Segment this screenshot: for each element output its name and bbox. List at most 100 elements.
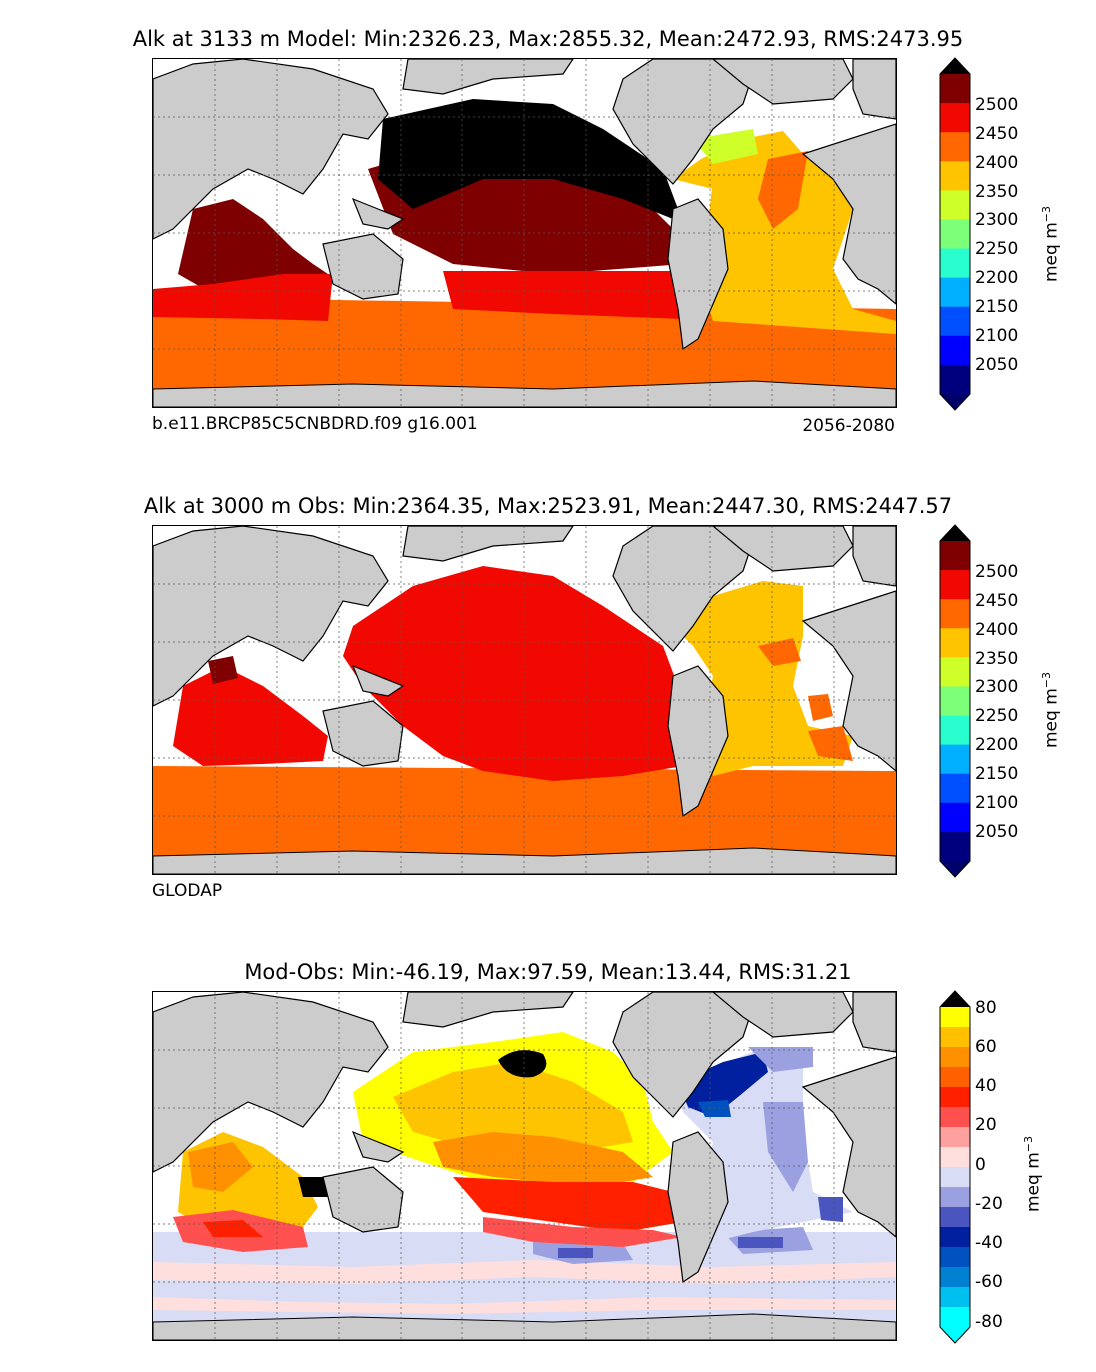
model-title: Alk at 3133 m Model: Min:2326.23, Max:28… [132,27,964,51]
colorbar-outline [939,524,971,878]
model-case-label: b.e11.BRCP85C5CNBDRD.f09 g16.001 [152,414,478,434]
diff-north-atlantic-rim [748,1047,813,1072]
colorbar-under-triangle [940,1327,970,1343]
diff-tick-label: 20 [975,1115,997,1135]
obs-atlantic-patch-3 [808,726,853,761]
colorbar-segment [940,1167,970,1188]
colorbar-outline [939,57,971,411]
colorbar-under-triangle [940,394,970,410]
obs-tick-label: 2450 [975,591,1019,611]
diff-pacific-red [453,1177,683,1232]
colorbar-segment [940,335,970,366]
unit-text: meq m [1023,1152,1044,1212]
obs-map [152,525,897,875]
obs-map-svg [153,526,896,874]
model-tick-label: 2450 [975,124,1019,144]
colorbar-segment [940,277,970,308]
colorbar-segment [940,74,970,104]
diff-tick-label: -80 [975,1312,1003,1332]
diff-colorbar-unit: meq m−3 [1022,1136,1044,1212]
diff-southern-blue-4 [738,1237,783,1248]
obs-colorbar-svg [939,524,971,878]
colorbar-over-triangle [940,991,970,1007]
model-colorbar-svg [939,57,971,411]
model-map-svg [153,59,896,407]
model-colorbar [939,57,971,411]
obs-tick-label: 2350 [975,649,1019,669]
colorbar-outline [939,990,971,1344]
obs-tick-label: 2300 [975,677,1019,697]
diff-atlantic-blue-1 [763,1102,808,1192]
diff-pacific-black [498,1050,547,1078]
colorbar-segment [940,248,970,279]
colorbar-segment [940,1187,970,1208]
colorbar-segment [940,831,970,862]
diff-indian-orange [188,1142,253,1192]
unit-exponent: −3 [1040,672,1053,689]
obs-pacific [343,566,683,781]
model-tick-label: 2150 [975,297,1019,317]
obs-tick-label: 2400 [975,620,1019,640]
colorbar-over-triangle [940,58,970,74]
obs-colorbar [939,524,971,878]
colorbar-segment [940,599,970,629]
colorbar-segment [940,1067,970,1088]
colorbar-segment [940,802,970,833]
model-pacific-north [378,99,678,219]
model-colorbar-unit: meq m−3 [1040,206,1062,282]
colorbar-segment [940,744,970,775]
obs-tick-label: 2500 [975,562,1019,582]
diff-atlantic-blue-2 [818,1197,843,1222]
obs-tick-label: 2250 [975,706,1019,726]
colorbar-segment [940,1007,970,1028]
diff-tick-label: -40 [975,1233,1003,1253]
obs-indian-deep [208,656,238,684]
colorbar-segment [940,219,970,250]
model-tick-label: 2350 [975,182,1019,202]
colorbar-segment [940,1087,970,1108]
colorbar-segment [940,1027,970,1048]
obs-colorbar-unit: meq m−3 [1040,672,1062,748]
model-graticule [153,59,896,407]
colorbar-segment [940,773,970,804]
colorbar-segment [940,715,970,746]
diff-southern-pink-2 [153,1297,896,1314]
model-tick-label: 2400 [975,153,1019,173]
colorbar-under-triangle [940,861,970,877]
diff-pacific-orange-1 [393,1062,633,1152]
model-tick-label: 2250 [975,239,1019,259]
diff-graticule [153,992,896,1340]
colorbar-segment [940,1247,970,1268]
model-tick-label: 2100 [975,326,1019,346]
model-period-label: 2056-2080 [802,416,895,436]
unit-exponent: −3 [1040,206,1053,223]
model-atlantic-north [673,131,803,189]
colorbar-segment [940,364,970,395]
model-pacific-south [443,271,683,319]
model-tick-label: 2200 [975,268,1019,288]
colorbar-segment [940,628,970,658]
colorbar-segment [940,132,970,162]
colorbar-segment [940,1127,970,1148]
colorbar-segment [940,1207,970,1228]
colorbar-segment [940,541,970,571]
diff-indian-black [298,1177,328,1197]
unit-text: meq m [1041,688,1062,748]
colorbar-segment [940,1107,970,1128]
model-indian-south [153,274,333,321]
colorbar-segment [940,1307,970,1328]
model-tick-label: 2050 [975,355,1019,375]
diff-tick-label: -20 [975,1194,1003,1214]
diff-north-atlantic [678,1052,768,1117]
colorbar-segment [940,306,970,337]
diff-pacific-orange-2 [433,1132,653,1187]
unit-exponent: −3 [1022,1136,1035,1153]
colorbar-segment [940,103,970,133]
diff-north-atlantic-core [698,1100,731,1117]
obs-tick-label: 2100 [975,793,1019,813]
diff-tick-label: 0 [975,1155,986,1175]
diff-colorbar [939,990,971,1344]
obs-source-label: GLODAP [152,881,223,901]
diff-tick-label: 80 [975,998,997,1018]
colorbar-segment [940,190,970,220]
